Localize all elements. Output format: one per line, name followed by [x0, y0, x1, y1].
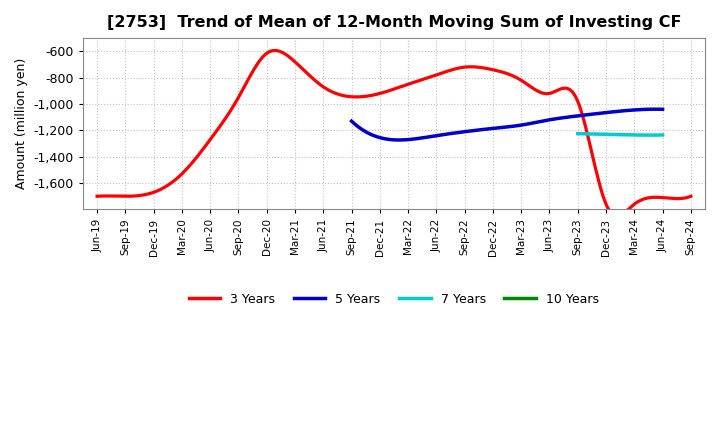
- 5 Years: [532, 120, 541, 125]
- 3 Years: [687, 194, 696, 199]
- Title: [2753]  Trend of Mean of 12-Month Moving Sum of Investing CF: [2753] Trend of Mean of 12-Month Moving …: [107, 15, 681, 30]
- 5 Years: [347, 118, 356, 124]
- 7 Years: [645, 132, 654, 138]
- 7 Years: [658, 132, 667, 138]
- 3 Years: [613, 213, 621, 218]
- 5 Years: [394, 137, 402, 143]
- 5 Years: [630, 107, 639, 113]
- 7 Years: [645, 132, 654, 138]
- 7 Years: [624, 132, 632, 138]
- 5 Years: [651, 106, 660, 112]
- Line: 7 Years: 7 Years: [577, 134, 662, 135]
- 3 Years: [449, 67, 457, 72]
- 7 Years: [624, 132, 633, 138]
- 3 Years: [95, 194, 104, 199]
- Legend: 3 Years, 5 Years, 7 Years, 10 Years: 3 Years, 5 Years, 7 Years, 10 Years: [184, 288, 604, 311]
- 7 Years: [651, 132, 660, 138]
- 3 Years: [446, 68, 455, 73]
- Y-axis label: Amount (million yen): Amount (million yen): [15, 58, 28, 189]
- 7 Years: [574, 131, 582, 136]
- 3 Years: [269, 48, 278, 53]
- 3 Years: [595, 181, 604, 187]
- Line: 3 Years: 3 Years: [97, 51, 691, 216]
- 7 Years: [626, 132, 634, 138]
- Line: 5 Years: 5 Years: [351, 109, 662, 140]
- 5 Years: [658, 106, 667, 112]
- 3 Years: [458, 65, 467, 70]
- 5 Years: [348, 120, 357, 125]
- 3 Years: [635, 198, 644, 204]
- 7 Years: [573, 131, 582, 136]
- 5 Years: [534, 119, 542, 125]
- 3 Years: [93, 194, 102, 199]
- 5 Years: [611, 109, 619, 114]
- 5 Years: [539, 118, 547, 124]
